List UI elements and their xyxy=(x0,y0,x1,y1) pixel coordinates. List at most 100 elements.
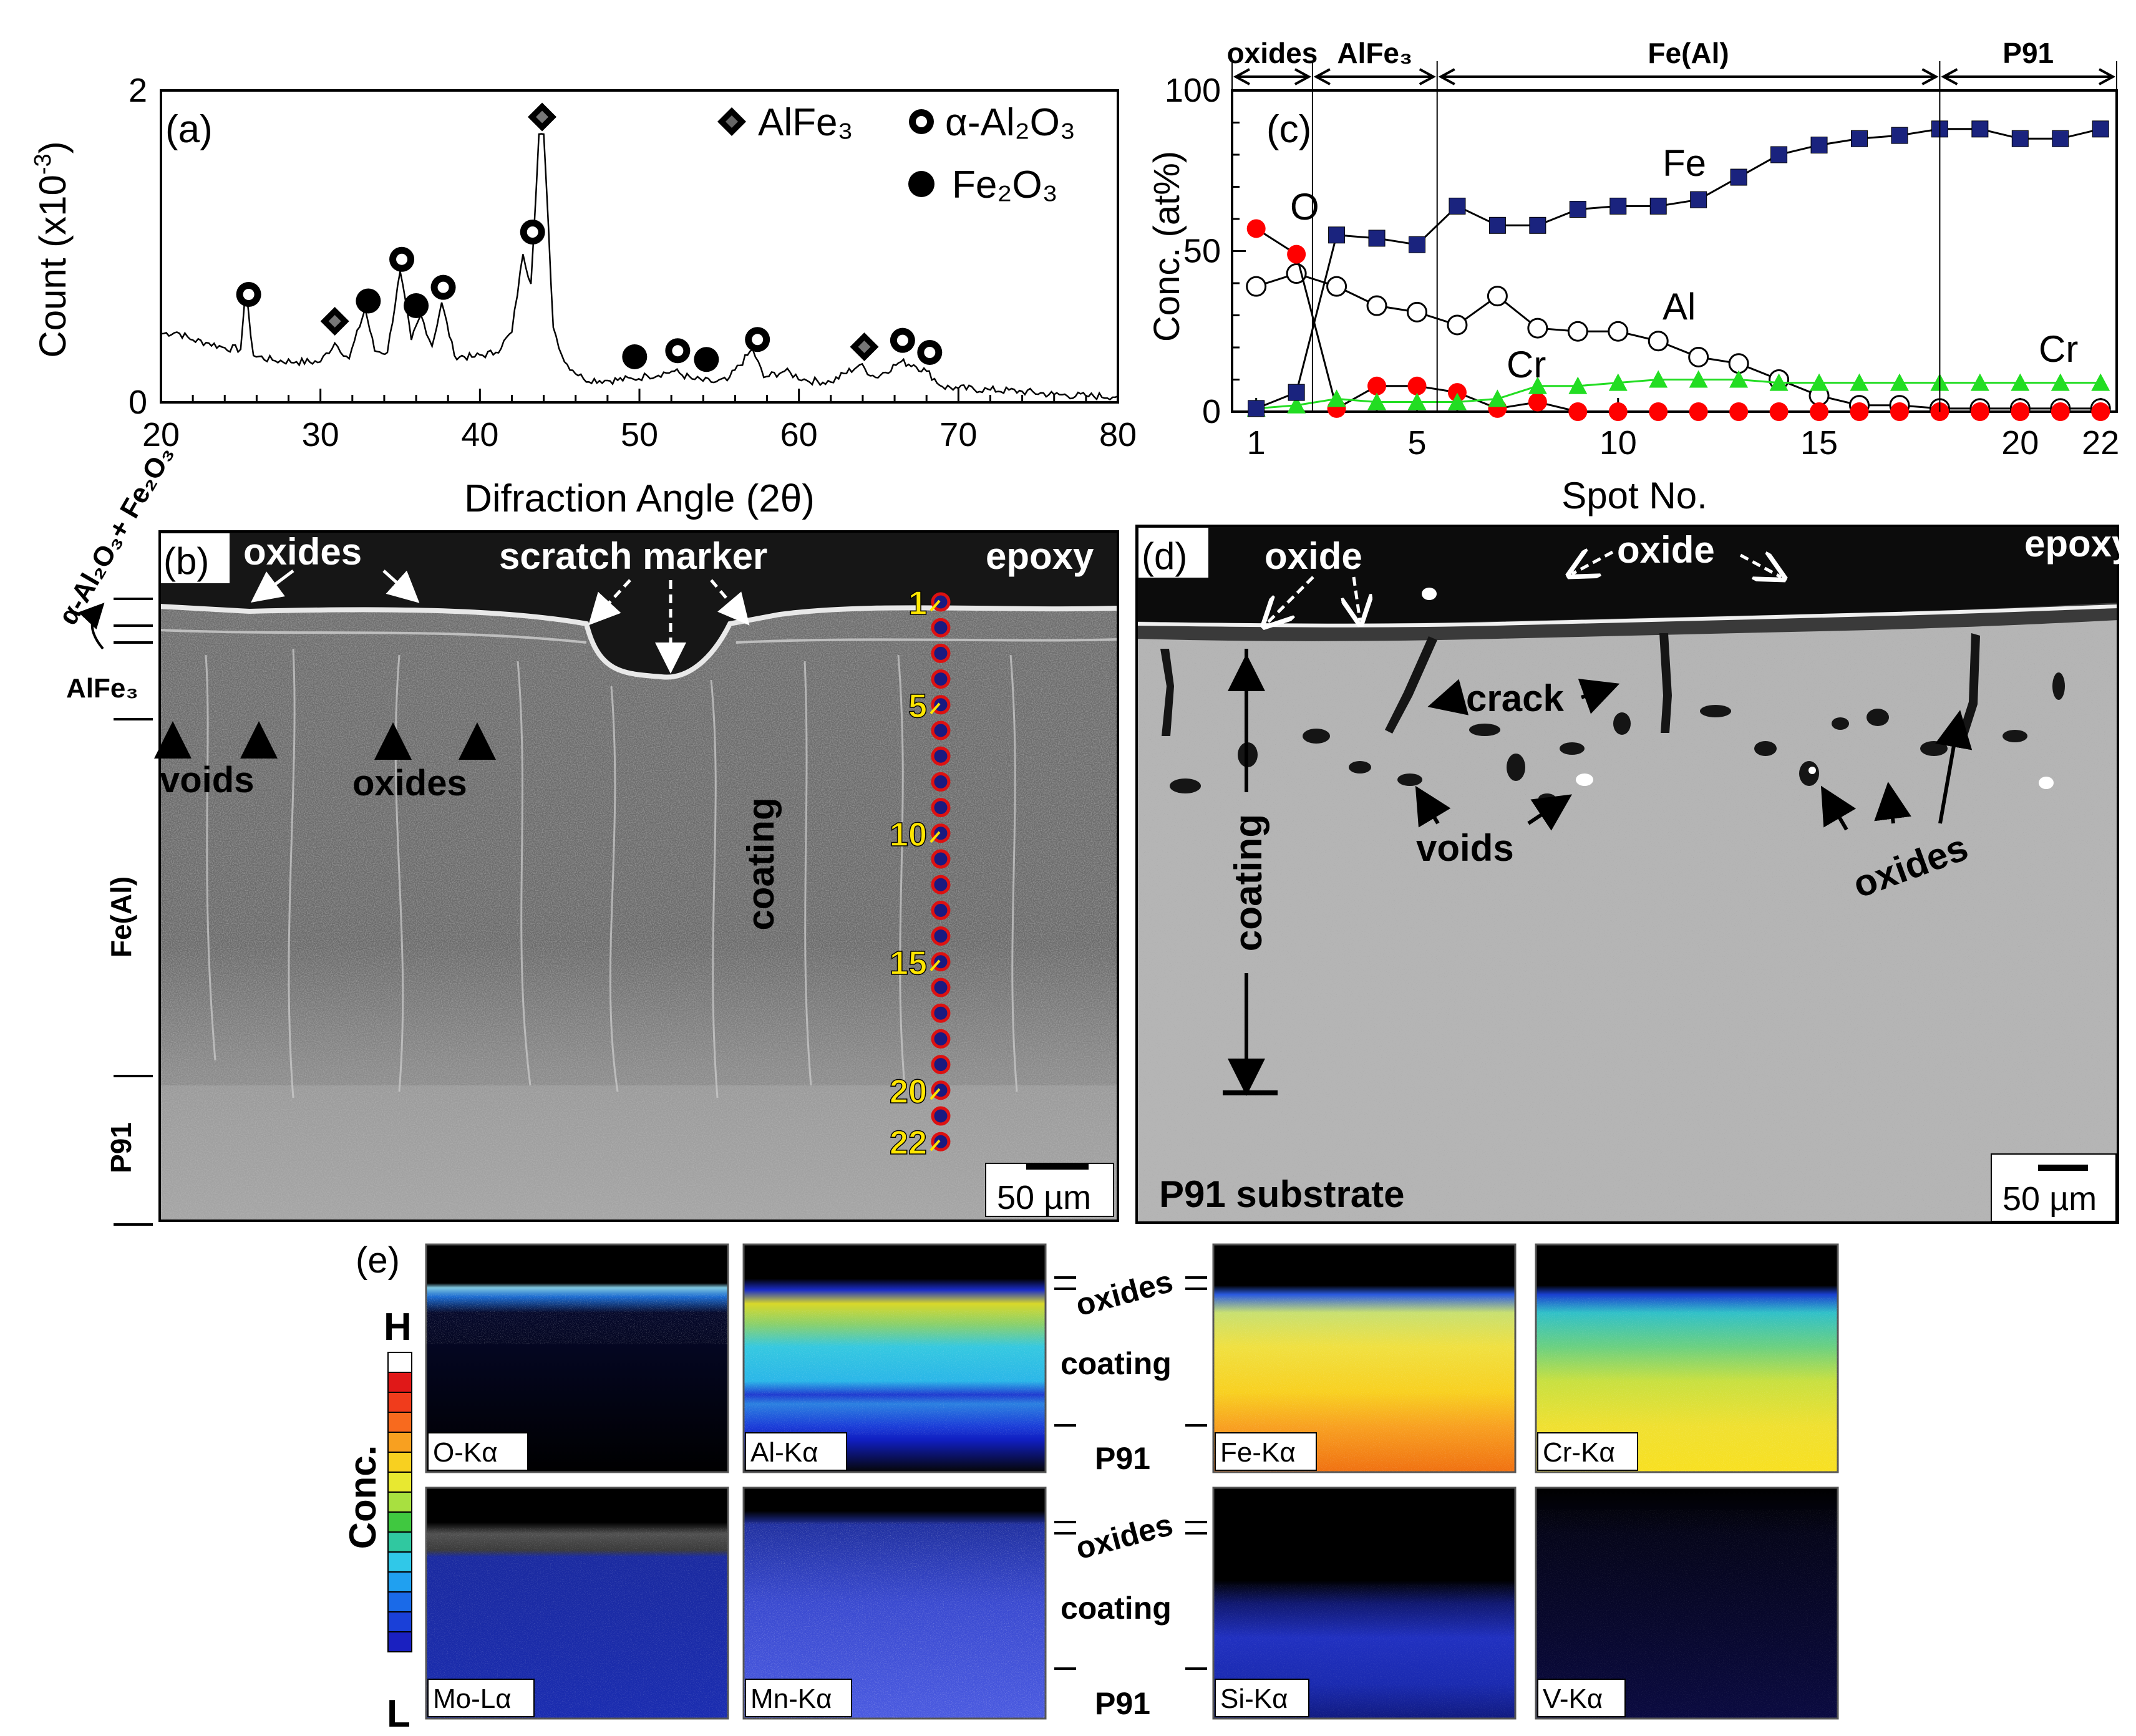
colorbar-swatch xyxy=(387,1352,412,1373)
phase-label: P91 xyxy=(2003,37,2054,69)
fe-point xyxy=(2052,130,2069,147)
arrow-crack-right xyxy=(1578,679,1620,714)
cr-point xyxy=(1608,373,1628,391)
label-p91-substrate: P91 substrate xyxy=(1159,1173,1405,1215)
o-point xyxy=(2011,402,2030,421)
alumina-peak-marker-inner xyxy=(527,226,538,238)
arrow-oxide-d-3 xyxy=(1572,552,1614,574)
al-point xyxy=(1567,321,1588,342)
arrow-oxide-d-2 xyxy=(1354,576,1360,621)
spot-marker xyxy=(931,798,951,818)
xrd-x-tick-label: 60 xyxy=(780,416,818,453)
panel-a-xrd-chart: 20 30 40 50 60 70 80 0 2 (a) Count (x10-3) Difra… xyxy=(30,72,1137,520)
phase-arrow-left xyxy=(1438,68,1455,85)
cr-point xyxy=(1649,370,1668,388)
panel-c-xlabel: Spot No. xyxy=(1561,475,1707,516)
eds-y-tick-label: 50 xyxy=(1183,233,1221,270)
arrow-void-d-2 xyxy=(1527,794,1572,831)
voids-and-oxides-d xyxy=(1160,633,2065,803)
cr-point xyxy=(1447,392,1467,410)
scale-label-d: 50 µm xyxy=(2003,1180,2097,1218)
map-si-ka xyxy=(1212,1486,1517,1720)
eds-x-tick-label: 20 xyxy=(2001,424,2039,462)
spot-marker xyxy=(931,1055,951,1075)
o-point xyxy=(1769,402,1789,421)
p91-region xyxy=(160,1085,1118,1221)
phase-arrow-right xyxy=(1419,68,1436,85)
o-point xyxy=(1649,402,1668,421)
cr-point xyxy=(1367,392,1387,410)
hematite-peak-marker xyxy=(356,288,381,314)
xrd-x-tick-label: 80 xyxy=(1099,416,1137,453)
map-label-mn: Mn-Kα xyxy=(750,1684,832,1714)
label-oxide-right-d: oxide xyxy=(1617,529,1715,571)
xrd-pattern-line xyxy=(160,133,1119,401)
zone-labels: oxides coating P91 oxides coating P91 xyxy=(1054,1264,1207,1721)
spot-marker xyxy=(931,926,951,946)
alumina-peak-marker-inner xyxy=(752,334,764,346)
spot-marker xyxy=(931,823,951,843)
cr-point xyxy=(1568,376,1588,394)
oxide-scale-line xyxy=(159,604,1119,680)
o-point xyxy=(1890,402,1909,421)
colorbar-swatch xyxy=(387,1611,412,1632)
colorbar-swatch xyxy=(387,1551,412,1573)
phase-label: Fe(Al) xyxy=(1648,37,1729,69)
label-coating-d: coating xyxy=(1227,814,1270,951)
fe-point xyxy=(1649,197,1667,215)
zone-p91-row2: P91 xyxy=(1095,1686,1150,1721)
bright-particles-d xyxy=(1422,588,2054,789)
spot-leader xyxy=(930,1088,941,1100)
map-label-o: O-Kα xyxy=(433,1437,498,1468)
colorbar-swatch xyxy=(387,1372,412,1393)
xrd-peak-markers xyxy=(236,102,943,372)
colorbar-swatch xyxy=(387,1591,412,1612)
xrd-y-tick-label: 0 xyxy=(129,384,147,421)
eds-x-tick-label: 22 xyxy=(2082,424,2119,462)
phase-label: oxides xyxy=(1227,37,1318,69)
panel-a-label: (a) xyxy=(165,108,213,151)
cr-point xyxy=(1287,395,1306,414)
colorbar-title: Conc. xyxy=(342,1445,384,1549)
o-point xyxy=(1287,245,1306,264)
colorbar-swatch xyxy=(387,1452,412,1473)
xrd-x-tick-label: 30 xyxy=(302,416,339,453)
spot-marker xyxy=(931,977,951,997)
colorbar-swatch xyxy=(387,1571,412,1593)
spot-marker xyxy=(931,669,951,689)
panel-a-xlabel: Difraction Angle (2θ) xyxy=(464,477,815,520)
panel-a-ticks xyxy=(160,89,1119,404)
panel-d-frame xyxy=(1135,525,2119,1224)
o-point xyxy=(1246,219,1266,238)
o-point xyxy=(1729,402,1749,421)
panel-d-sem-image: (d) oxide oxide epoxy crack voids oxides… xyxy=(1135,523,2133,1224)
label-feal-side: Fe(Al) xyxy=(105,876,137,958)
spot-leader xyxy=(930,959,941,972)
alumina-peak-marker-inner xyxy=(437,281,449,293)
o-point xyxy=(1447,383,1467,402)
phase-label: AlFe₃ xyxy=(1337,37,1412,69)
panel-b-annotations: (b) oxides scratch marker epoxy voids ox… xyxy=(154,531,1114,1217)
zone-p91-row1: P91 xyxy=(1095,1441,1150,1476)
zone-coating-row1: coating xyxy=(1061,1346,1172,1381)
spot-leader xyxy=(930,1139,941,1152)
colorbar-swatch xyxy=(387,1531,412,1553)
map-label-si: Si-Kα xyxy=(1220,1684,1288,1714)
spot-marker xyxy=(931,1029,951,1049)
o-point xyxy=(1689,402,1708,421)
fe-point xyxy=(1850,130,1868,147)
arrow-scratch-left xyxy=(588,579,631,626)
zone-coating-row2: coating xyxy=(1061,1591,1172,1626)
o-point xyxy=(1970,402,1989,421)
oxide-line-d xyxy=(1136,604,2119,628)
panel-b-frame xyxy=(158,530,1119,1222)
fe-point xyxy=(1569,201,1586,218)
panel-e-label: (e) xyxy=(356,1240,400,1281)
cr-point xyxy=(1810,373,1829,391)
zone-oxides-row2: oxides xyxy=(1072,1507,1177,1566)
spot-leader xyxy=(930,702,941,715)
series-al-line xyxy=(1256,273,2101,410)
fe-point xyxy=(2092,120,2109,138)
